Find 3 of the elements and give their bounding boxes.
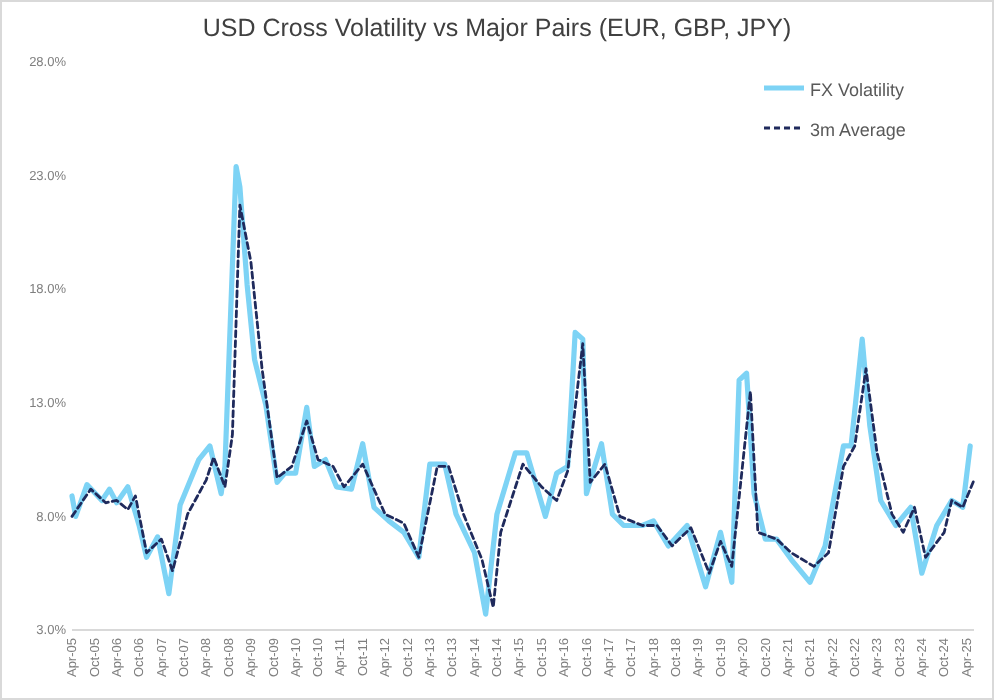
- legend-label: FX Volatility: [810, 80, 906, 100]
- legend-label: 3m Average: [810, 120, 906, 140]
- chart-title: USD Cross Volatility vs Major Pairs (EUR, GBP, JPY): [202, 14, 792, 42]
